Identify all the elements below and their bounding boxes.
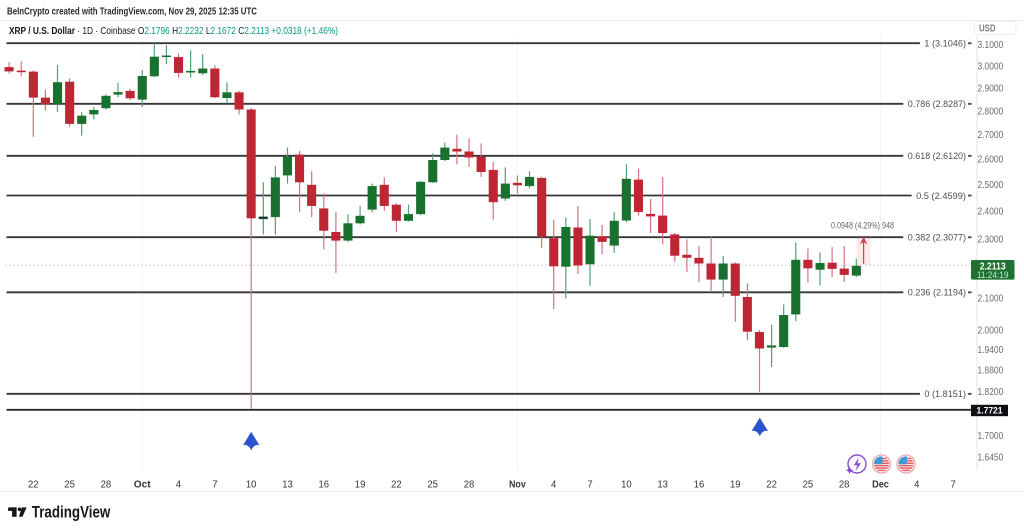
svg-text:22: 22 [766,480,777,491]
svg-text:USD: USD [979,24,996,35]
svg-text:10: 10 [621,480,632,491]
svg-text:2.4000: 2.4000 [978,207,1004,218]
svg-text:7: 7 [587,480,592,491]
svg-text:0 (1.8151): 0 (1.8151) [924,388,966,399]
svg-text:25: 25 [427,480,438,491]
svg-text:1.7721: 1.7721 [977,406,1004,417]
svg-text:2.0000: 2.0000 [978,325,1004,336]
svg-text:Dec: Dec [872,480,889,491]
svg-text:Oct: Oct [134,480,152,491]
svg-text:XRP / U.S. Dollar · 1D · Coinb: XRP / U.S. Dollar · 1D · Coinbase O2.179… [9,26,338,37]
svg-text:28: 28 [839,480,850,491]
svg-text:1.6450: 1.6450 [978,453,1004,464]
svg-text:25: 25 [64,480,75,491]
svg-text:2.1000: 2.1000 [978,294,1004,305]
svg-text:22: 22 [28,480,39,491]
svg-text:25: 25 [803,480,814,491]
svg-text:0.618 (2.6120): 0.618 (2.6120) [908,150,966,161]
svg-text:1 (3.1046): 1 (3.1046) [924,38,966,49]
svg-text:4: 4 [551,480,557,491]
svg-text:7: 7 [212,480,217,491]
svg-text:11:24:19: 11:24:19 [977,270,1009,280]
svg-text:13: 13 [282,480,293,491]
svg-text:19: 19 [730,480,741,491]
svg-text:1.8200: 1.8200 [978,387,1004,398]
svg-text:BeInCrypto created with Tradin: BeInCrypto created with TradingView.com,… [7,6,257,17]
svg-text:7: 7 [950,480,955,491]
svg-text:0.0948 (4.29%) 948: 0.0948 (4.29%) 948 [831,220,894,230]
svg-text:2.9000: 2.9000 [978,84,1004,95]
svg-text:3.0000: 3.0000 [978,62,1004,73]
svg-text:2.8000: 2.8000 [978,106,1004,117]
svg-text:2.7000: 2.7000 [978,130,1004,141]
svg-text:10: 10 [246,480,257,491]
svg-text:3.1000: 3.1000 [978,40,1004,51]
svg-text:0.236 (2.1194): 0.236 (2.1194) [908,287,966,298]
svg-text:16: 16 [319,480,330,491]
svg-text:28: 28 [464,480,475,491]
svg-text:TradingView: TradingView [32,503,111,521]
svg-text:22: 22 [391,480,402,491]
svg-text:28: 28 [101,480,112,491]
svg-text:1.7000: 1.7000 [978,431,1004,442]
svg-text:4: 4 [176,480,182,491]
svg-text:13: 13 [657,480,668,491]
svg-text:2.6000: 2.6000 [978,155,1004,166]
svg-text:1.9400: 1.9400 [978,345,1004,356]
svg-text:1.8800: 1.8800 [978,366,1004,377]
svg-text:0.786 (2.8287): 0.786 (2.8287) [908,98,966,109]
svg-text:0.382 (2.3077): 0.382 (2.3077) [908,232,966,243]
svg-text:Nov: Nov [509,480,526,491]
svg-text:16: 16 [694,480,705,491]
svg-text:2.5000: 2.5000 [978,180,1004,191]
svg-text:19: 19 [355,480,366,491]
svg-text:4: 4 [914,480,920,491]
svg-text:2.2113: 2.2113 [980,262,1006,273]
svg-text:2.3000: 2.3000 [978,234,1004,245]
svg-text:0.5 (2.4599): 0.5 (2.4599) [916,190,966,201]
